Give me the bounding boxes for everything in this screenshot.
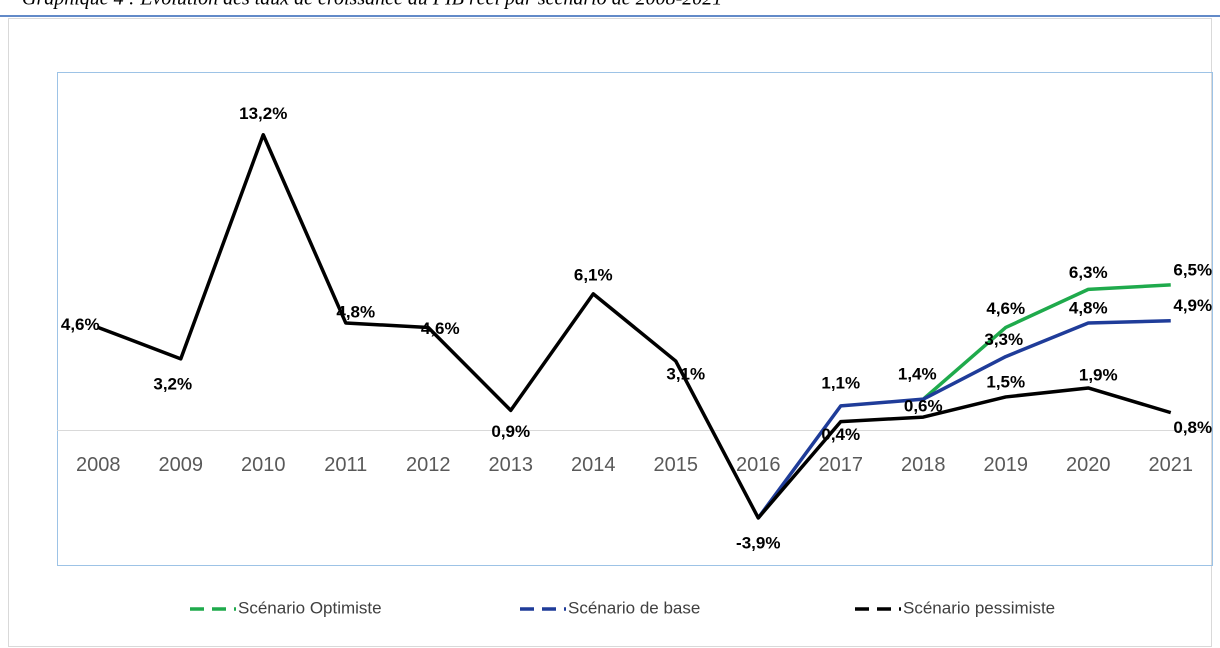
data-label: 6,3%	[1069, 263, 1108, 282]
x-tick-label: 2009	[159, 454, 204, 476]
data-label: 3,1%	[666, 365, 705, 384]
series-line	[922, 283, 1171, 401]
x-tick-label: 2015	[654, 454, 699, 476]
data-label: 0,8%	[1173, 418, 1212, 437]
data-label: 0,6%	[904, 397, 943, 416]
x-tick-label: 2010	[241, 454, 286, 476]
chart-frame	[8, 18, 1212, 647]
legend-label: Scénario Optimiste	[238, 598, 382, 617]
data-label: 0,4%	[821, 425, 860, 444]
plot-area	[57, 72, 1213, 566]
data-label: 1,4%	[898, 365, 937, 384]
data-label: 13,2%	[239, 104, 287, 123]
data-label: 1,5%	[986, 372, 1025, 391]
x-tick-label: 2008	[76, 454, 121, 476]
legend-label: Scénario pessimiste	[903, 598, 1055, 617]
data-label: 4,9%	[1173, 296, 1212, 315]
x-tick-label: 2016	[736, 454, 781, 476]
data-label: -3,9%	[736, 533, 780, 552]
series-line	[97, 132, 1172, 520]
data-label: 4,8%	[336, 302, 375, 321]
caption: Graphique 4 : Evolution des taux de croi…	[22, 0, 722, 10]
legend-label: Scénario de base	[568, 598, 700, 617]
data-label: 3,3%	[984, 330, 1023, 349]
x-tick-label: 2012	[406, 454, 451, 476]
data-label: 1,9%	[1079, 365, 1118, 384]
data-label: 6,1%	[574, 265, 613, 284]
data-label: 0,9%	[491, 422, 530, 441]
x-tick-label: 2013	[489, 454, 534, 476]
data-label: 4,6%	[986, 299, 1025, 318]
x-tick-label: 2018	[901, 454, 946, 476]
series-line	[756, 318, 1171, 519]
x-tick-label: 2020	[1066, 454, 1111, 476]
data-label: 4,6%	[421, 319, 460, 338]
data-label: 4,8%	[1069, 298, 1108, 317]
x-tick-label: 2011	[324, 454, 367, 476]
x-tick-label: 2019	[984, 454, 1029, 476]
x-tick-label: 2014	[571, 454, 616, 476]
x-tick-label: 2021	[1149, 454, 1194, 476]
data-label: 1,1%	[821, 373, 860, 392]
data-label: 6,5%	[1173, 260, 1212, 279]
data-label: 3,2%	[153, 374, 192, 393]
x-tick-label: 2017	[819, 454, 864, 476]
data-label: 4,6%	[61, 315, 100, 334]
